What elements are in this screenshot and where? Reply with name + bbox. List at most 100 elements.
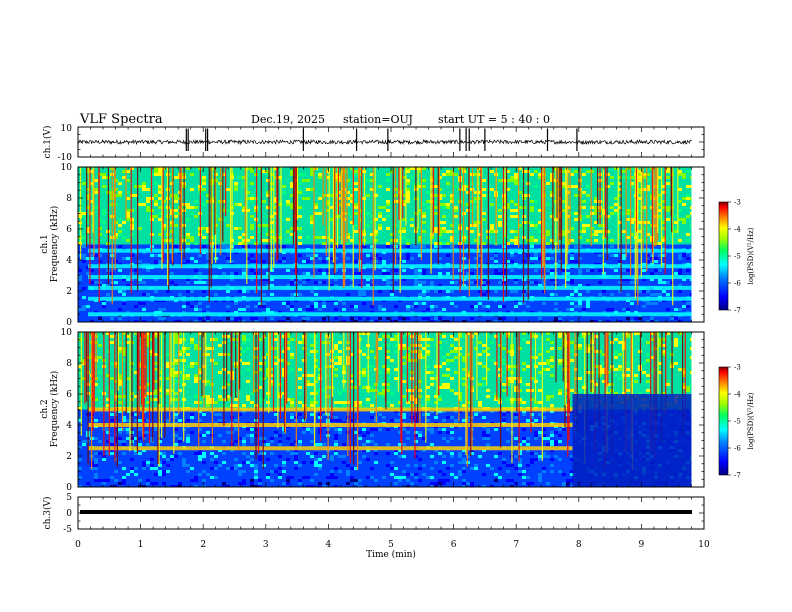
spec-sferic	[684, 332, 686, 419]
spec-cell	[206, 473, 210, 476]
spec-sferic	[80, 167, 82, 260]
spec-cell	[594, 239, 598, 242]
spec-cell	[494, 272, 498, 275]
spec-cell	[198, 317, 202, 320]
spec-cell	[146, 461, 150, 464]
spec-cell	[354, 467, 358, 470]
spec-cell	[442, 194, 446, 197]
spec-cell	[286, 482, 290, 485]
spec-cell	[430, 320, 434, 322]
spec-cell	[474, 308, 478, 311]
spec-cell	[482, 416, 486, 419]
spec-cell	[430, 383, 434, 386]
spec-cell	[262, 305, 266, 308]
spec-cell	[406, 401, 410, 404]
spec-cell	[538, 476, 542, 479]
spec-cell	[570, 320, 574, 322]
spec-cell	[406, 242, 410, 245]
spec-cell	[402, 416, 406, 419]
spec-cell	[270, 380, 274, 383]
spec-cell	[310, 401, 314, 404]
spec-cell	[314, 281, 318, 284]
spec-cell	[226, 188, 230, 191]
spec-cell	[378, 305, 382, 308]
spec-cell	[318, 281, 322, 284]
spec-cell	[158, 377, 162, 380]
spec-cell	[130, 167, 134, 170]
spec-cell	[78, 476, 82, 479]
spec-cell	[270, 293, 274, 296]
spec-sferic	[468, 167, 470, 259]
spec-cell	[534, 254, 538, 257]
spec-cell	[658, 254, 662, 257]
spec-cell	[190, 365, 194, 368]
spec-cell	[446, 320, 450, 322]
spec-cell	[562, 272, 566, 275]
spec-cell	[622, 344, 626, 347]
spec-cell	[562, 269, 566, 272]
spec-cell	[206, 230, 210, 233]
spec-sferic	[152, 332, 154, 442]
spec-cell	[166, 362, 170, 365]
spec-cell	[290, 356, 294, 359]
spec-cell	[162, 317, 166, 320]
spec-cell	[406, 191, 410, 194]
spec-sferic	[642, 167, 644, 252]
spec-cell	[222, 218, 226, 221]
spec-cell	[158, 371, 162, 374]
spec-cell	[646, 389, 650, 392]
spec-cell	[254, 476, 258, 479]
spec-cell	[198, 347, 202, 350]
spec-cell	[374, 218, 378, 221]
spec-cell	[522, 401, 526, 404]
spec-cell	[650, 278, 654, 281]
spec-cell	[314, 293, 318, 296]
spec-cell	[334, 434, 338, 437]
spec-cell	[646, 260, 650, 263]
spec-cell	[538, 317, 542, 320]
spec-cell	[586, 239, 590, 242]
spec-cell	[286, 200, 290, 203]
spec-cell	[154, 167, 158, 170]
spec-cell	[530, 413, 534, 416]
spec-cell	[434, 227, 438, 230]
spec-cell	[226, 353, 230, 356]
spec-cell	[566, 308, 570, 311]
panel-ch3-waveform: 5 0 -5 ch.3(V)	[42, 493, 705, 535]
spec-cell	[206, 257, 210, 260]
y-tick-label: 0	[66, 318, 72, 328]
spec-cell	[130, 221, 134, 224]
spec-cell	[310, 392, 314, 395]
spec-cell	[210, 476, 214, 479]
spec-cell	[666, 167, 670, 170]
spec-cell	[570, 485, 574, 487]
spec-sferic	[465, 332, 467, 456]
spec-cell	[94, 476, 98, 479]
spec-cell	[86, 197, 90, 200]
spec-cell	[430, 185, 434, 188]
spec-cell	[422, 185, 426, 188]
spec-cell	[318, 464, 322, 467]
spec-cell	[538, 209, 542, 212]
spec-cell	[326, 194, 330, 197]
spec-sferic	[665, 332, 667, 416]
spec-sferic	[162, 167, 164, 263]
spec-cell	[570, 293, 574, 296]
spec-cell	[406, 305, 410, 308]
spec-cell	[198, 302, 202, 305]
spec-cell	[470, 449, 474, 452]
spec-cell	[198, 272, 202, 275]
spec-cell	[426, 290, 430, 293]
spec-cell	[430, 308, 434, 311]
spec-sferic	[651, 167, 653, 253]
spec-cell	[594, 350, 598, 353]
spec-cell	[414, 272, 418, 275]
spec-cell	[150, 347, 154, 350]
spec-sferic	[230, 332, 232, 397]
spec-cell	[234, 317, 238, 320]
spec-cell	[662, 350, 666, 353]
spec-cell	[162, 455, 166, 458]
spec-cell	[382, 392, 386, 395]
spec-cell	[530, 482, 534, 485]
spec-cell	[370, 188, 374, 191]
